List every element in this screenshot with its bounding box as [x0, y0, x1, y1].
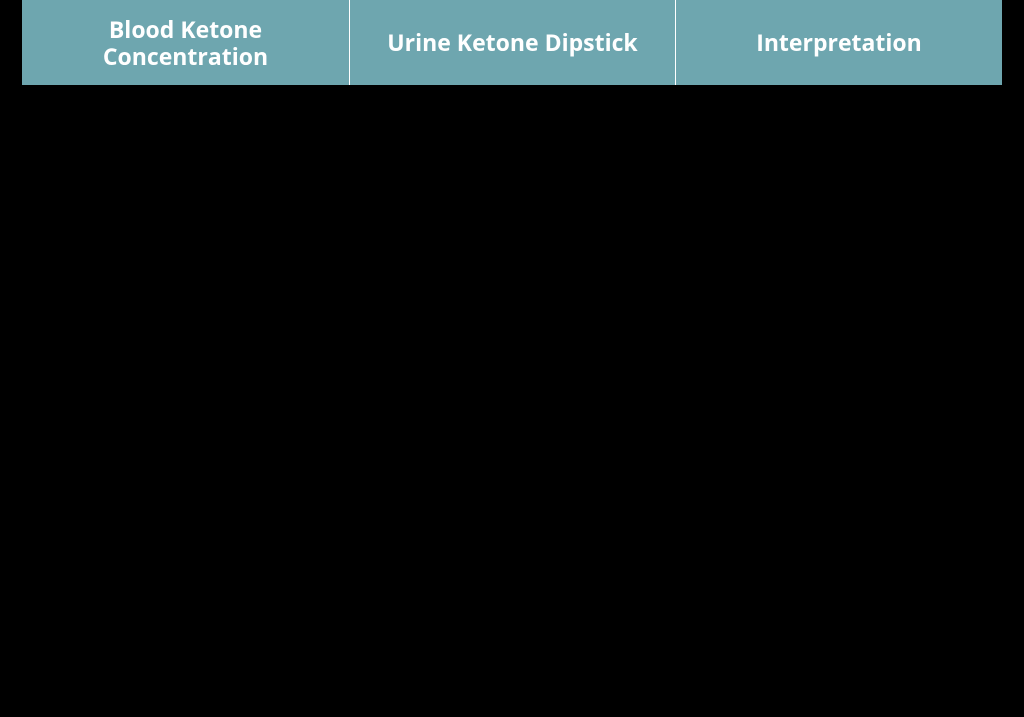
- column-header-urine-ketone-dipstick: Urine Ketone Dipstick: [349, 0, 675, 85]
- column-header-blood-ketone-concentration: Blood KetoneConcentration: [22, 0, 349, 85]
- table-body: [22, 85, 1002, 717]
- column-header-label: Interpretation: [756, 29, 922, 55]
- column-header-label: Urine Ketone Dipstick: [387, 29, 637, 55]
- column-header-label: Blood KetoneConcentration: [103, 16, 268, 69]
- ketone-interpretation-table: Blood KetoneConcentration Urine Ketone D…: [22, 0, 1002, 717]
- table-header-row: Blood KetoneConcentration Urine Ketone D…: [22, 0, 1002, 85]
- column-header-interpretation: Interpretation: [675, 0, 1002, 85]
